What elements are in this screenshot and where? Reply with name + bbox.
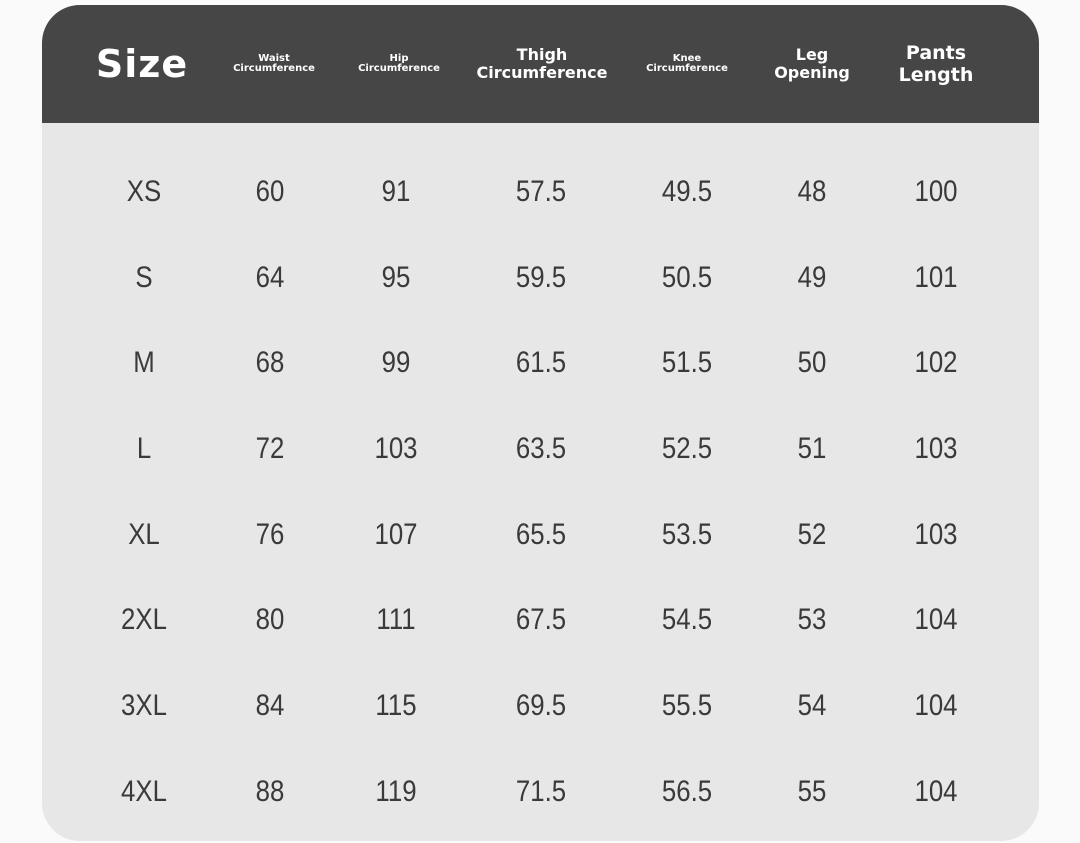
cell-size: 3XL [121, 689, 167, 722]
cell-thigh: 61.5 [515, 346, 567, 379]
header-waist-circumference: Waist Circumference [233, 53, 315, 74]
cell-leg-opening: 48 [797, 175, 827, 208]
cell-pants-length: 101 [914, 261, 958, 294]
table-body: XS 60 91 57.5 49.5 48 100 S 64 95 59.5 5… [42, 123, 1039, 841]
cell-hip: 111 [376, 603, 416, 636]
cell-pants-length: 104 [914, 603, 958, 636]
cell-waist: 72 [255, 432, 285, 465]
header-hip-circumference: Hip Circumference [358, 53, 440, 74]
table-row: 3XL 84 115 69.5 55.5 54 104 [42, 663, 1039, 749]
size-chart-card: Size Waist Circumference Hip Circumferen… [42, 5, 1039, 841]
cell-knee: 51.5 [661, 346, 713, 379]
cell-hip: 99 [381, 346, 411, 379]
cell-waist: 76 [255, 518, 285, 551]
cell-thigh: 69.5 [515, 689, 567, 722]
cell-thigh: 71.5 [515, 775, 567, 808]
cell-waist: 88 [255, 775, 285, 808]
cell-leg-opening: 51 [797, 432, 827, 465]
cell-thigh: 57.5 [515, 175, 567, 208]
cell-leg-opening: 55 [797, 775, 827, 808]
table-row: 4XL 88 119 71.5 56.5 55 104 [42, 749, 1039, 835]
cell-hip: 107 [374, 518, 418, 551]
table-row: M 68 99 61.5 51.5 50 102 [42, 320, 1039, 406]
cell-hip: 95 [381, 261, 411, 294]
cell-waist: 60 [255, 175, 285, 208]
cell-hip: 103 [374, 432, 418, 465]
cell-waist: 64 [255, 261, 285, 294]
cell-leg-opening: 49 [797, 261, 827, 294]
cell-size: 2XL [121, 603, 167, 636]
cell-pants-length: 103 [914, 518, 958, 551]
cell-pants-length: 104 [914, 689, 958, 722]
table-row: XL 76 107 65.5 53.5 52 103 [42, 492, 1039, 578]
cell-hip: 91 [381, 175, 411, 208]
cell-thigh: 67.5 [515, 603, 567, 636]
cell-size: M [133, 346, 155, 379]
cell-waist: 68 [255, 346, 285, 379]
cell-thigh: 59.5 [515, 261, 567, 294]
table-row: 2XL 80 111 67.5 54.5 53 104 [42, 577, 1039, 663]
cell-size: XL [128, 518, 160, 551]
cell-knee: 49.5 [661, 175, 713, 208]
header-thigh-circumference: Thigh Circumference [476, 45, 608, 82]
cell-leg-opening: 50 [797, 346, 827, 379]
cell-leg-opening: 53 [797, 603, 827, 636]
cell-size: L [136, 432, 152, 465]
cell-knee: 53.5 [661, 518, 713, 551]
cell-pants-length: 100 [914, 175, 958, 208]
cell-pants-length: 104 [914, 775, 958, 808]
cell-knee: 52.5 [661, 432, 713, 465]
cell-size: S [135, 261, 153, 294]
cell-thigh: 65.5 [515, 518, 567, 551]
cell-hip: 119 [375, 775, 417, 808]
cell-thigh: 63.5 [515, 432, 567, 465]
cell-knee: 55.5 [661, 689, 713, 722]
cell-size: 4XL [121, 775, 167, 808]
cell-size: XS [126, 175, 162, 208]
header-knee-circumference: Knee Circumference [646, 53, 728, 74]
header-leg-opening: Leg Opening [774, 45, 850, 82]
cell-knee: 54.5 [661, 603, 713, 636]
header-pants-length: Pants Length [898, 42, 974, 86]
table-header: Size Waist Circumference Hip Circumferen… [42, 5, 1039, 123]
header-size: Size [95, 42, 189, 86]
table-row: L 72 103 63.5 52.5 51 103 [42, 406, 1039, 492]
cell-pants-length: 103 [914, 432, 958, 465]
table-row: S 64 95 59.5 50.5 49 101 [42, 235, 1039, 321]
table-row: XS 60 91 57.5 49.5 48 100 [42, 149, 1039, 235]
cell-leg-opening: 54 [797, 689, 827, 722]
cell-hip: 115 [375, 689, 417, 722]
cell-leg-opening: 52 [797, 518, 827, 551]
cell-pants-length: 102 [914, 346, 958, 379]
cell-waist: 84 [255, 689, 285, 722]
cell-waist: 80 [255, 603, 285, 636]
cell-knee: 50.5 [661, 261, 713, 294]
cell-knee: 56.5 [661, 775, 713, 808]
